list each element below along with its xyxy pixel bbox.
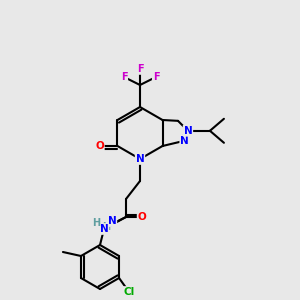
Text: O: O bbox=[95, 141, 104, 151]
Text: F: F bbox=[121, 72, 127, 82]
Text: N: N bbox=[100, 224, 108, 234]
Text: N: N bbox=[184, 126, 192, 136]
Text: Cl: Cl bbox=[123, 287, 135, 297]
Text: F: F bbox=[137, 64, 143, 74]
Text: H: H bbox=[92, 218, 100, 228]
Text: N: N bbox=[108, 216, 116, 226]
Text: H: H bbox=[102, 222, 110, 232]
Text: O: O bbox=[138, 212, 146, 222]
Text: F: F bbox=[153, 72, 159, 82]
Text: N: N bbox=[180, 136, 189, 146]
Text: N: N bbox=[136, 154, 144, 164]
